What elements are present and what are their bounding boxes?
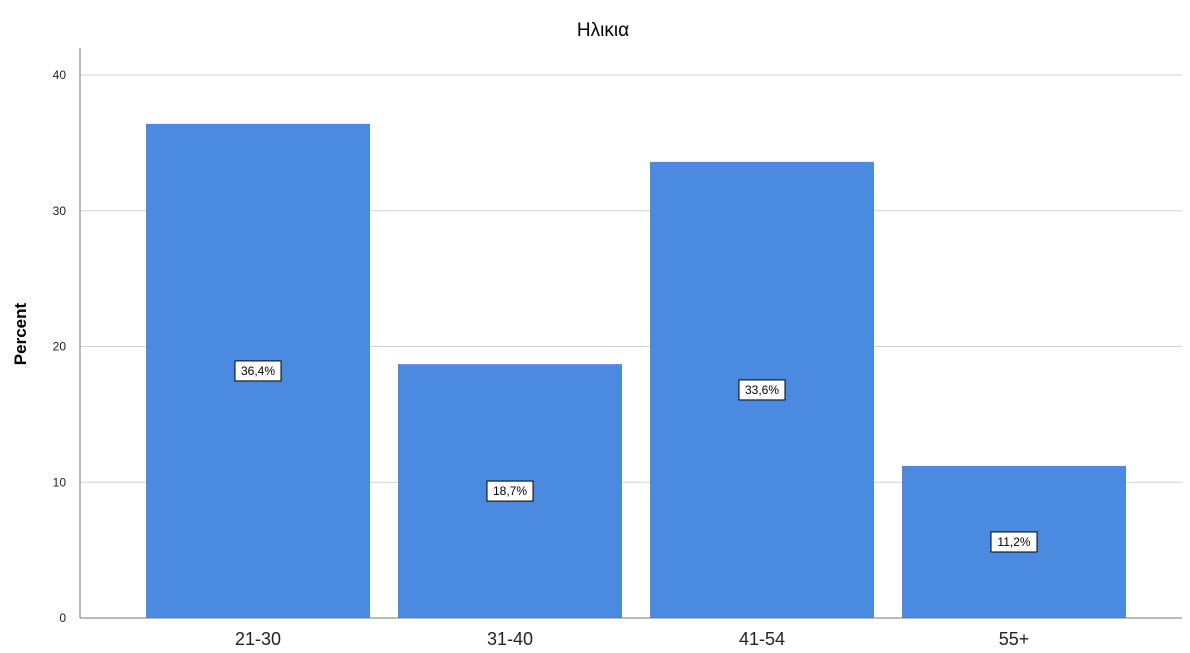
chart-title: Ηλικια	[577, 20, 629, 41]
x-tick-label-21-30: 21-30	[235, 629, 281, 649]
data-label-21-30: 36,4%	[234, 360, 282, 382]
data-label-text: 36,4%	[241, 364, 275, 378]
y-tick-label-30: 30	[53, 204, 67, 218]
bars	[146, 123, 1126, 619]
data-label-box	[990, 531, 1038, 553]
data-label-box	[234, 360, 282, 382]
data-label-box	[486, 480, 534, 502]
data-label-31-40: 18,7%	[486, 480, 534, 502]
data-label-text: 33,6%	[745, 383, 779, 397]
y-tick-label-40: 40	[53, 68, 67, 82]
x-tick-label-41-54: 41-54	[739, 629, 785, 649]
y-tick-label-10: 10	[53, 475, 67, 489]
y-axis-ticks: 0 10 20 30 40	[53, 68, 67, 625]
data-label-text: 18,7%	[493, 484, 527, 498]
data-label-box	[738, 379, 786, 401]
axes	[79, 48, 1182, 619]
x-tick-label-31-40: 31-40	[487, 629, 533, 649]
data-label-41-54: 33,6%	[738, 379, 786, 401]
y-axis-label: Percent	[11, 302, 30, 365]
x-axis-ticks: 21-30 31-40 41-54 55+	[235, 629, 1029, 649]
y-tick-label-0: 0	[59, 611, 66, 625]
y-tick-label-20: 20	[53, 340, 67, 354]
data-label-text: 11,2%	[997, 535, 1030, 549]
data-label-55+: 11,2%	[990, 531, 1038, 553]
data-labels: 36,4% 18,7% 33,6% 11,2%	[234, 360, 1038, 553]
x-tick-label-55+: 55+	[999, 629, 1030, 649]
